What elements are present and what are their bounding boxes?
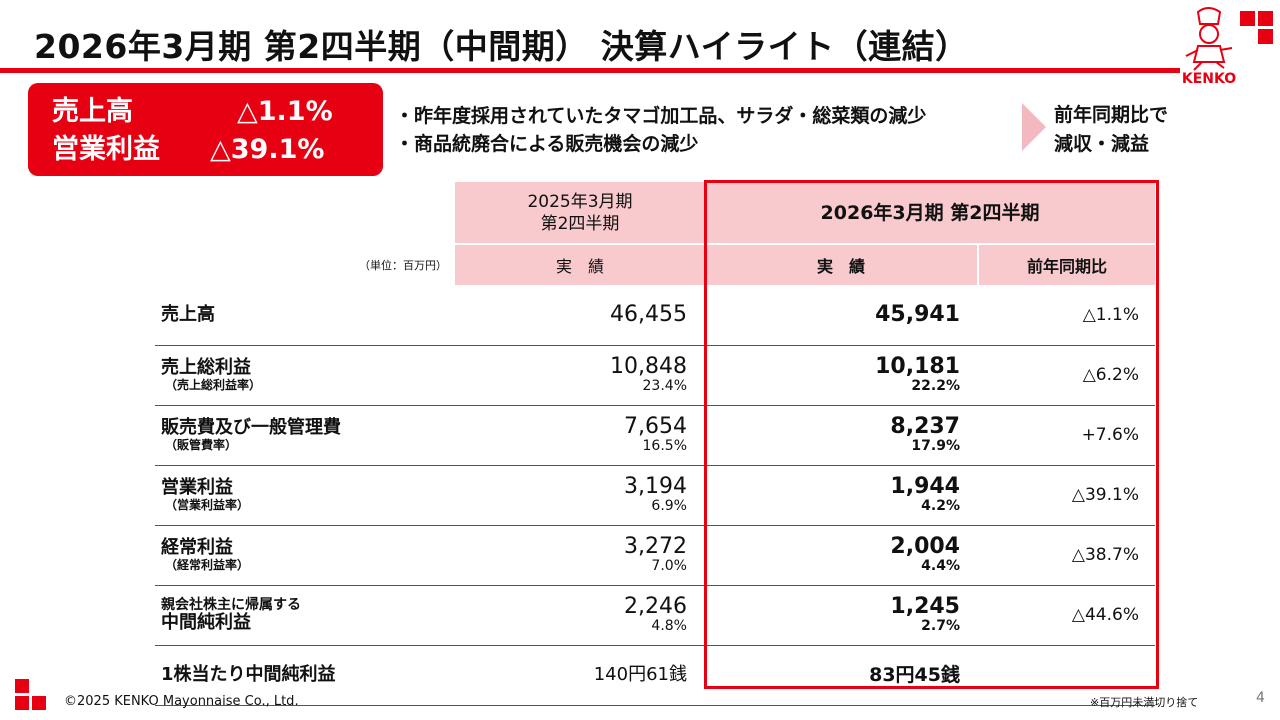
yoy-value: △1.1% — [978, 285, 1155, 346]
highlight-value: △39.1% — [210, 134, 325, 165]
yoy-value — [978, 645, 1155, 706]
brand-square — [1240, 11, 1255, 26]
brand-square — [15, 679, 29, 693]
prev-value: 2,246 4.8% — [455, 585, 705, 646]
table-row: 経常利益 （経常利益率） 3,272 7.0% 2,004 4.4% △38.7% — [155, 525, 1155, 586]
cur-value: 83円45銭 — [705, 645, 978, 706]
title-divider — [0, 68, 1180, 73]
row-label: 経常利益 （経常利益率） — [155, 525, 455, 586]
cur-value: 1,944 4.2% — [705, 465, 978, 526]
table-row: 売上総利益 （売上総利益率） 10,848 23.4% 10,181 22.2% △6.2% — [155, 345, 1155, 406]
cur-period-header: 2026年3月期 第2四半期 — [705, 182, 1155, 245]
conclusion-line: 減収・減益 — [1054, 133, 1150, 155]
brand-square — [1258, 11, 1273, 26]
bullet-item: ・昨年度採用されていたタマゴ加工品、サラダ・総菜類の減少 — [395, 105, 927, 127]
row-label: 1株当たり中間純利益 — [155, 645, 455, 706]
arrow-right-icon — [1022, 103, 1046, 151]
prev-value: 10,848 23.4% — [455, 345, 705, 406]
cur-value: 10,181 22.2% — [705, 345, 978, 406]
results-table: 2025年3月期 第2四半期 2026年3月期 第2四半期 （単位：百万円） 実 … — [155, 182, 1155, 706]
brand-square — [15, 696, 29, 710]
prev-value: 140円61銭 — [455, 645, 705, 706]
rounding-note: ※百万円未満切り捨て — [1090, 696, 1199, 709]
prev-value: 7,654 16.5% — [455, 405, 705, 466]
page-title: 2026年3月期 第2四半期（中間期） 決算ハイライト（連結） — [34, 27, 969, 66]
prev-value: 46,455 — [455, 285, 705, 346]
yoy-value: △38.7% — [978, 525, 1155, 586]
cur-actual-header: 実 績 — [705, 244, 979, 285]
conclusion: 前年同期比で 減収・減益 — [1054, 101, 1168, 159]
yoy-value: △6.2% — [978, 345, 1155, 406]
unit-label: （単位：百万円） — [359, 258, 447, 272]
page-number: 4 — [1256, 690, 1265, 706]
cur-value: 8,237 17.9% — [705, 405, 978, 466]
cur-value: 45,941 — [705, 285, 978, 346]
conclusion-line: 前年同期比で — [1054, 104, 1169, 126]
highlight-label: 売上高 — [52, 96, 133, 127]
brand-square — [32, 696, 46, 710]
yoy-value: △39.1% — [978, 465, 1155, 526]
yoy-value: +7.6% — [978, 405, 1155, 466]
row-label: 販売費及び一般管理費 （販管費率） — [155, 405, 455, 466]
row-label: 売上総利益 （売上総利益率） — [155, 345, 455, 406]
yoy-value: △44.6% — [978, 585, 1155, 646]
kenko-mascot-logo: KENKO — [1182, 7, 1236, 86]
brand-square — [1258, 29, 1273, 44]
highlight-badge: 売上高 △1.1% 営業利益 △39.1% — [28, 83, 383, 176]
reason-bullets: ・昨年度採用されていたタマゴ加工品、サラダ・総菜類の減少 ・商品統廃合による販売… — [395, 102, 926, 158]
table-row: 売上高 46,455 45,941 △1.1% — [155, 285, 1155, 346]
row-label: 売上高 — [155, 285, 455, 346]
table-row: 営業利益 （営業利益率） 3,194 6.9% 1,944 4.2% △39.1% — [155, 465, 1155, 526]
svg-text:KENKO: KENKO — [1182, 71, 1236, 86]
cur-value: 2,004 4.4% — [705, 525, 978, 586]
prev-period-header: 2025年3月期 第2四半期 — [455, 182, 705, 245]
yoy-header: 前年同期比 — [978, 244, 1155, 285]
highlight-label: 営業利益 — [52, 134, 160, 165]
prev-value: 3,194 6.9% — [455, 465, 705, 526]
cur-value: 1,245 2.7% — [705, 585, 978, 646]
copyright: ©2025 KENKO Mayonnaise Co., Ltd. — [64, 694, 299, 709]
prev-value: 3,272 7.0% — [455, 525, 705, 586]
table-row: 親会社株主に帰属する 中間純利益 2,246 4.8% 1,245 2.7% △44.6% — [155, 585, 1155, 646]
highlight-value: △1.1% — [237, 96, 333, 127]
row-label: 営業利益 （営業利益率） — [155, 465, 455, 526]
prev-actual-header: 実 績 — [455, 244, 705, 285]
table-row: 1株当たり中間純利益 140円61銭 83円45銭 — [155, 645, 1155, 706]
row-label: 親会社株主に帰属する 中間純利益 — [155, 585, 455, 646]
table-row: 販売費及び一般管理費 （販管費率） 7,654 16.5% 8,237 17.9% +7.6… — [155, 405, 1155, 466]
bullet-item: ・商品統廃合による販売機会の減少 — [395, 133, 699, 155]
